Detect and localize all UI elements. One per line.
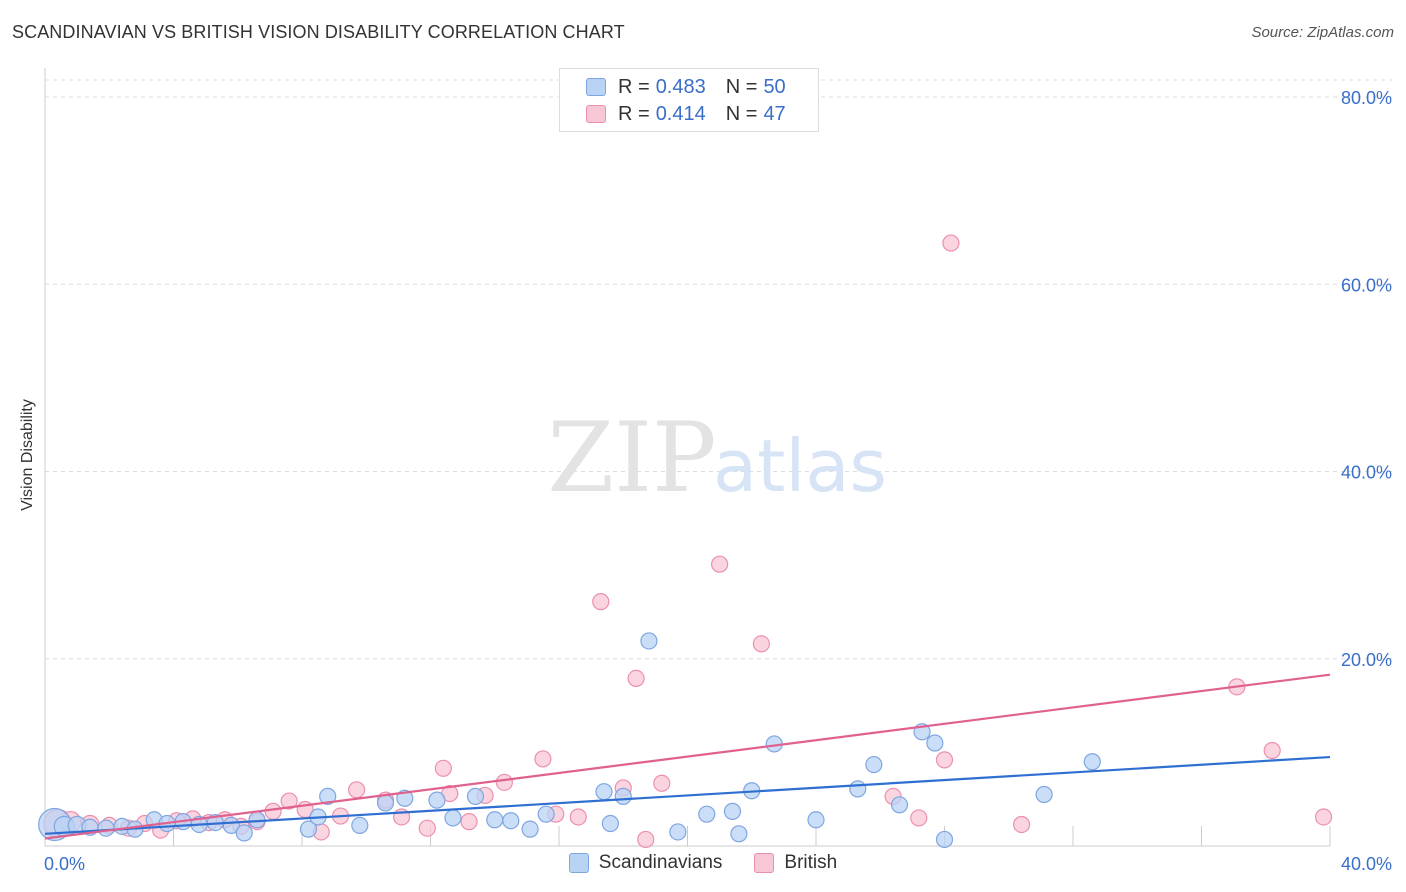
british-point	[280, 792, 298, 810]
legend-swatch-pink	[754, 853, 775, 873]
scandinavian-point	[849, 780, 867, 798]
trend-lines	[44, 673, 1331, 840]
legend-row-scandinavians: R = 0.483 N = 50	[586, 75, 786, 99]
scandinavian-trend-line	[44, 755, 1331, 835]
british-point	[495, 773, 513, 791]
tick-labels: 20.0% 40.0% 60.0% 80.0% 0.0% 40.0%	[44, 88, 1392, 874]
british-point	[592, 593, 610, 611]
scandinavian-point	[601, 814, 620, 833]
british-point	[942, 234, 960, 252]
legend-n-value: 47	[763, 102, 786, 125]
british-point	[1314, 808, 1333, 826]
scandinavian-point	[595, 783, 613, 801]
legend-row-british: R = 0.414 N = 47	[586, 102, 786, 126]
british-point	[418, 819, 436, 837]
scandinavian-point	[723, 802, 742, 820]
scandinavian-point	[1035, 785, 1053, 804]
scandinavian-point	[466, 787, 485, 805]
scandinavian-point	[890, 796, 909, 814]
scandinavian-point	[537, 805, 555, 823]
scandinavian-point	[926, 734, 944, 752]
scandinavian-point	[319, 787, 337, 805]
watermark-zip: ZIP	[547, 402, 716, 514]
scandinavian-point	[444, 809, 462, 827]
legend-n-value: 50	[763, 75, 786, 98]
y-tick-label: 60.0%	[1341, 275, 1392, 295]
british-point	[1263, 741, 1281, 760]
legend-n-label: N =	[725, 102, 758, 125]
legend-swatch-blue	[586, 78, 606, 96]
british-point	[653, 774, 671, 792]
source-note: Source: ZipAtlas.com	[1251, 24, 1394, 41]
scandinavian-point	[614, 787, 632, 805]
scandinavian-point	[299, 820, 318, 838]
british-point	[711, 555, 729, 573]
chart-title: SCANDINAVIAN VS BRITISH VISION DISABILIT…	[12, 22, 625, 42]
british-point	[534, 750, 552, 768]
stats-legend: R = 0.483 N = 50 R = 0.414 N = 47	[559, 68, 819, 132]
scandinavian-point	[428, 791, 446, 809]
watermark: ZIP atlas	[547, 402, 887, 514]
scandinavian-point	[502, 812, 520, 830]
x-tick-label: 0.0%	[44, 854, 85, 874]
legend-r-value: 0.414	[655, 102, 706, 125]
scandinavian-point	[486, 811, 504, 829]
scandinavian-point	[521, 820, 539, 838]
legend-swatch-pink	[586, 105, 606, 123]
british-point	[752, 635, 770, 653]
scandinavian-point	[1083, 753, 1101, 771]
british-point	[935, 751, 954, 769]
scandinavian-point	[235, 824, 253, 842]
scandinavian-point	[669, 823, 687, 841]
data-points	[38, 234, 1333, 849]
scandinavian-point	[640, 632, 658, 650]
british-point	[264, 802, 282, 820]
scandinavian-point	[698, 805, 716, 823]
british-point	[569, 808, 587, 826]
british-point	[434, 759, 452, 777]
legend-r-value: 0.483	[655, 75, 706, 98]
series-legend: Scandinavians British	[0, 852, 1406, 874]
british-trend-line	[44, 673, 1331, 840]
scandinavian-point	[97, 819, 115, 837]
watermark-atlas: atlas	[713, 424, 887, 508]
legend-item-british[interactable]: British	[754, 852, 837, 874]
y-tick-label: 80.0%	[1341, 88, 1392, 108]
y-tick-label: 20.0%	[1341, 650, 1392, 670]
legend-item-scandinavians[interactable]: Scandinavians	[568, 852, 723, 874]
legend-r-label: R =	[618, 102, 650, 125]
scandinavian-point	[807, 811, 825, 829]
scandinavian-point	[376, 794, 395, 812]
scandinavian-point	[730, 825, 748, 843]
british-point	[637, 830, 655, 849]
scandinavian-point	[865, 755, 883, 774]
scandinavian-point	[935, 830, 954, 849]
legend-n-label: N =	[725, 75, 758, 98]
british-point	[627, 669, 645, 688]
british-point	[1012, 815, 1031, 834]
x-tick-label: 40.0%	[1341, 854, 1392, 874]
legend-r-label: R =	[618, 75, 650, 98]
british-point	[910, 809, 928, 827]
british-point	[460, 813, 478, 831]
legend-swatch-blue	[568, 853, 589, 873]
y-tick-label: 40.0%	[1341, 463, 1392, 483]
scandinavian-point	[351, 816, 369, 835]
british-point	[348, 781, 366, 799]
legend-label-british: British	[784, 852, 838, 873]
legend-label-scandinavians: Scandinavians	[598, 852, 723, 873]
